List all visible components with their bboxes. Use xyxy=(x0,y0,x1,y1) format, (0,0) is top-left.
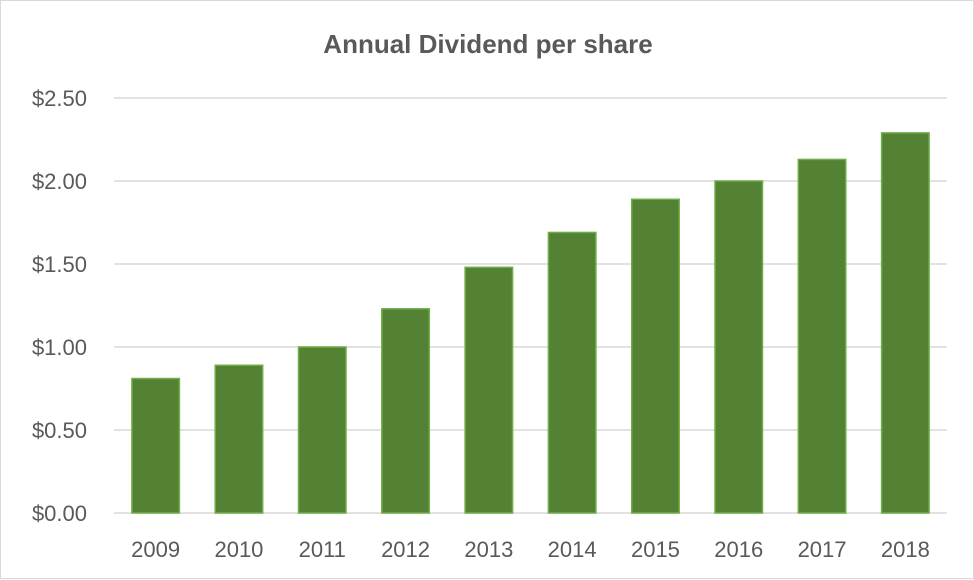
y-tick-label: $2.50 xyxy=(32,86,87,111)
x-axis-ticks: 2009 2010 2011 2012 2013 2014 2015 2016 2017 2018 xyxy=(131,537,930,562)
y-tick-label: $1.00 xyxy=(32,335,87,360)
y-tick-label: $1.50 xyxy=(32,252,87,277)
y-tick-label: $0.00 xyxy=(32,501,87,526)
x-tick-label: 2012 xyxy=(381,537,430,562)
y-tick-label: $0.50 xyxy=(32,418,87,443)
bars xyxy=(131,132,930,514)
bar-2010 xyxy=(214,364,264,514)
chart-title: Annual Dividend per share xyxy=(323,29,652,59)
bar-2018 xyxy=(880,132,930,514)
y-tick-label: $2.00 xyxy=(32,169,87,194)
x-tick-label: 2016 xyxy=(714,537,763,562)
x-tick-label: 2018 xyxy=(881,537,930,562)
bar-2012 xyxy=(381,308,431,514)
y-axis-ticks: $0.00 $0.50 $1.00 $1.50 $2.00 $2.50 xyxy=(32,86,87,526)
bar-2014 xyxy=(547,231,597,514)
bar-2015 xyxy=(630,198,680,514)
bar-2013 xyxy=(464,266,514,514)
x-tick-label: 2011 xyxy=(299,537,346,562)
x-tick-label: 2015 xyxy=(631,537,680,562)
bar-2016 xyxy=(714,180,764,514)
x-tick-label: 2017 xyxy=(798,537,847,562)
x-tick-label: 2009 xyxy=(131,537,180,562)
bar-2017 xyxy=(797,158,847,514)
bar-2011 xyxy=(297,346,347,514)
x-tick-label: 2013 xyxy=(464,537,513,562)
x-tick-label: 2010 xyxy=(214,537,263,562)
x-tick-label: 2014 xyxy=(548,537,597,562)
bar-2009 xyxy=(131,377,181,514)
